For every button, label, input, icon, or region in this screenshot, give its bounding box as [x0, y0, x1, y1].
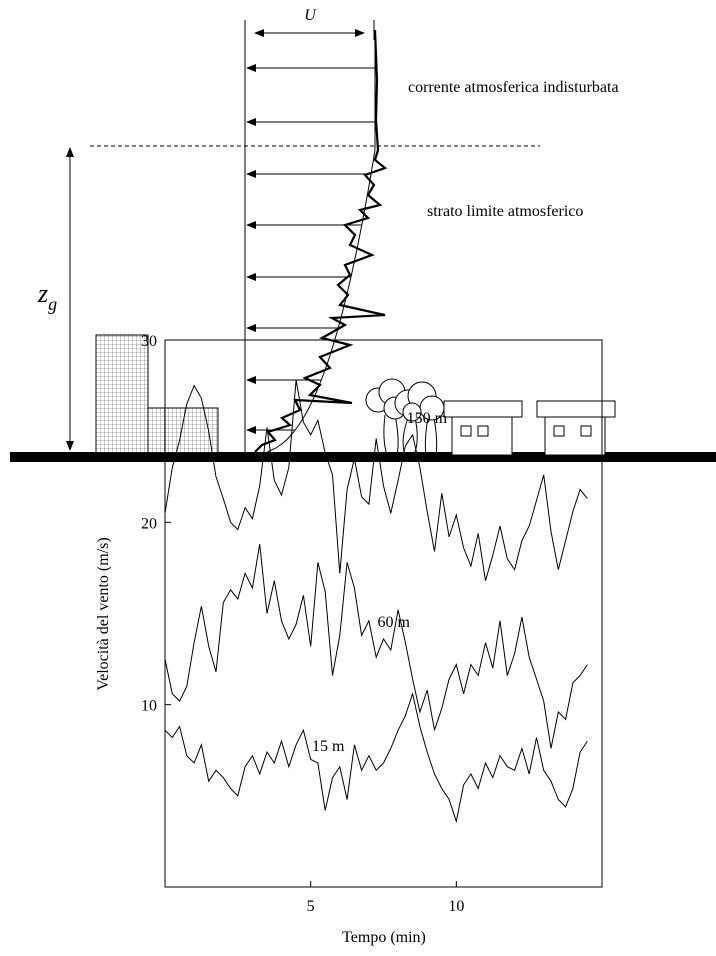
y-tick-label: 30: [141, 333, 157, 350]
x-tick-label: 5: [307, 898, 315, 915]
series-line: [164, 691, 588, 824]
series-label: 15 m: [312, 738, 345, 755]
chart: Tempo (min) Velocità del vento (m/s) 10 2…: [95, 333, 603, 946]
diagram: U zg corrente atmosferica indisturbata s…: [10, 7, 716, 462]
houses: [443, 400, 616, 456]
series-line: [164, 544, 588, 749]
height-symbol: z: [37, 279, 48, 308]
building: [95, 334, 149, 454]
series-label: 150 m: [407, 410, 448, 427]
x-axis-label: Tempo (min): [342, 929, 426, 946]
y-tick-label: 10: [141, 698, 157, 715]
ground: [10, 452, 716, 462]
profile-arrows: [246, 64, 375, 434]
mean-profile: [267, 32, 376, 453]
y-tick-label: 20: [141, 515, 157, 532]
velocity-symbol: U: [304, 7, 317, 24]
x-tick-label: 10: [448, 898, 464, 915]
series-label: 60 m: [378, 614, 411, 631]
height-label: zg: [37, 279, 57, 314]
turbulent-profile: [254, 29, 388, 453]
height-subscript: g: [48, 294, 57, 314]
free-stream-label: corrente atmosferica indisturbata: [408, 79, 619, 96]
boundary-layer-label: strato limite atmosferico: [427, 203, 583, 220]
plot-frame: [164, 339, 603, 888]
trees: [365, 378, 445, 456]
y-axis-label: Velocità del vento (m/s): [95, 537, 112, 690]
series-line: [164, 380, 588, 581]
building: [147, 407, 219, 454]
